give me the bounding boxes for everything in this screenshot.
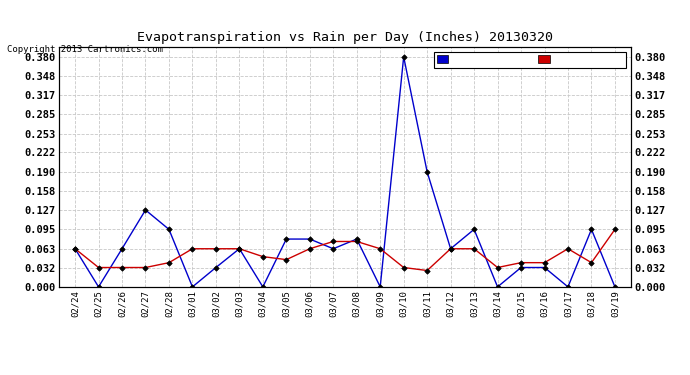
Legend: Rain  (Inches), ET  (Inches): Rain (Inches), ET (Inches) (434, 52, 627, 68)
Text: Copyright 2013 Cartronics.com: Copyright 2013 Cartronics.com (7, 45, 163, 54)
Title: Evapotranspiration vs Rain per Day (Inches) 20130320: Evapotranspiration vs Rain per Day (Inch… (137, 32, 553, 44)
